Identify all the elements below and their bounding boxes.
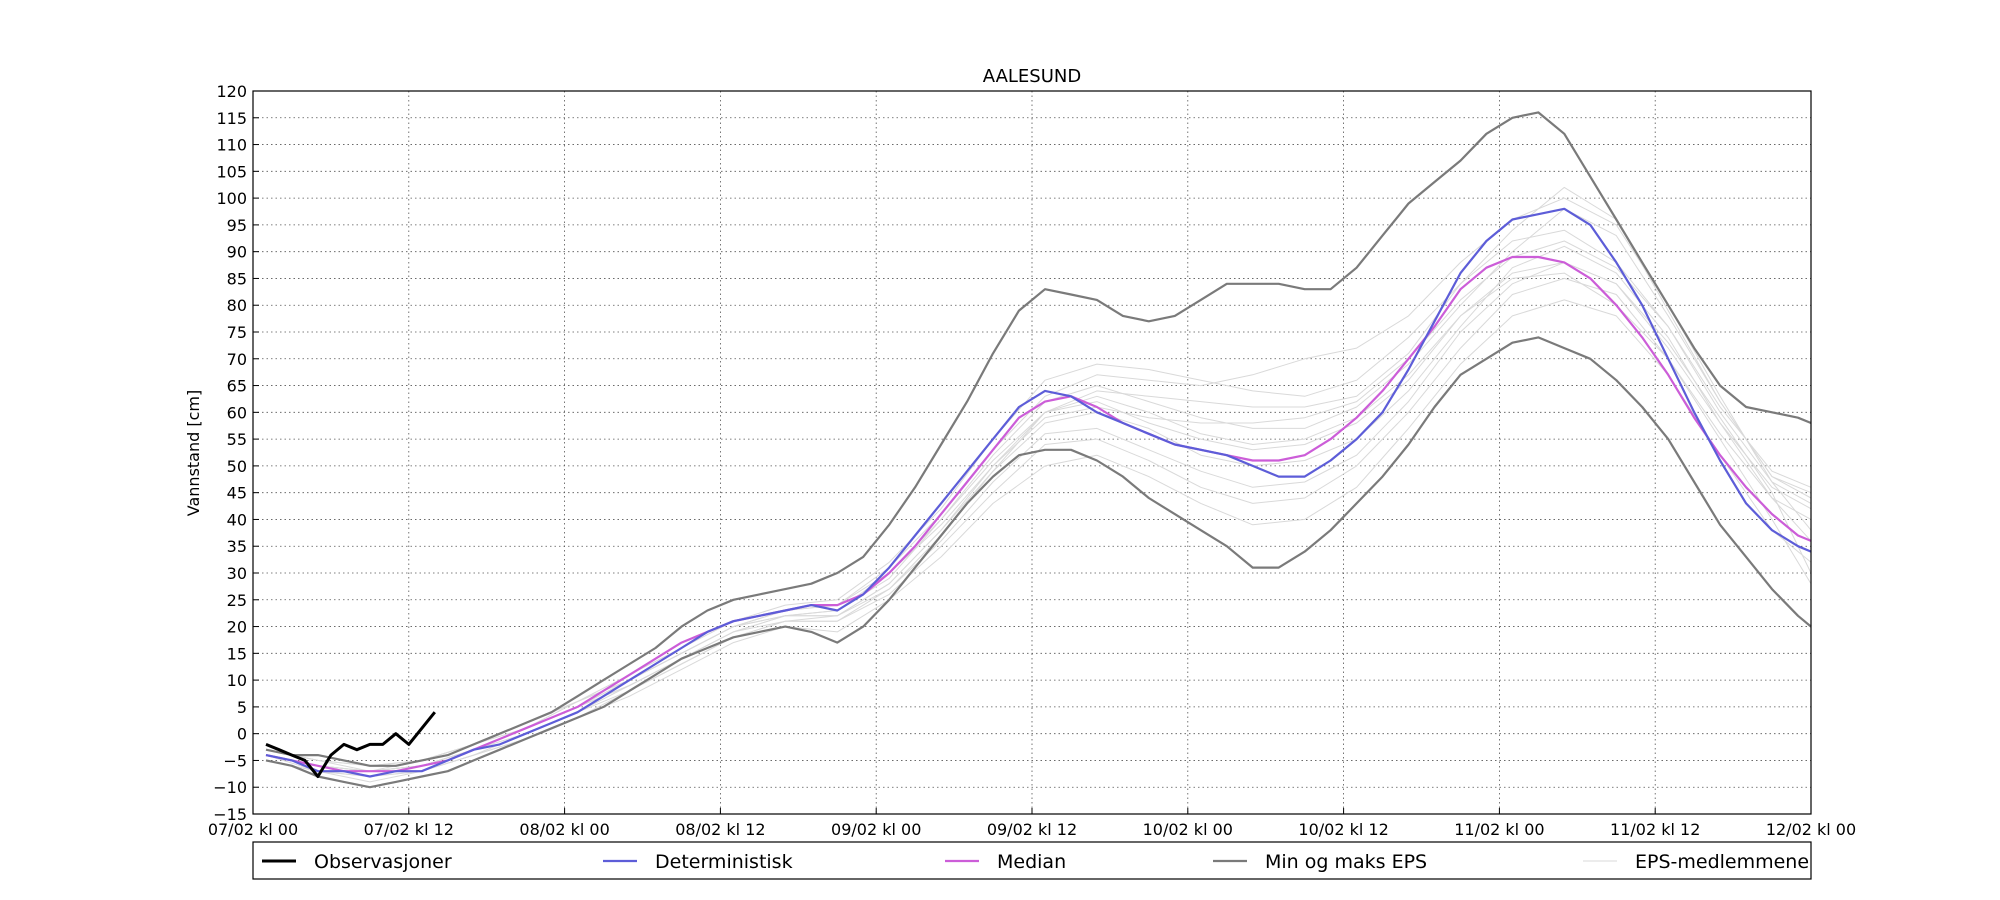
y-tick-label: 70 xyxy=(227,350,247,369)
legend-label: Observasjoner xyxy=(314,851,452,873)
y-tick-label: 60 xyxy=(227,403,247,422)
y-tick-label: −10 xyxy=(213,778,247,797)
y-tick-label: 95 xyxy=(227,216,247,235)
x-tick-label: 07/02 kl 00 xyxy=(208,820,298,839)
y-tick-label: 100 xyxy=(216,189,247,208)
y-tick-label: 115 xyxy=(216,109,247,128)
y-tick-label: 120 xyxy=(216,82,247,101)
y-tick-label: 90 xyxy=(227,243,247,262)
y-axis-label: Vannstand [cm] xyxy=(184,390,203,516)
series-line-median xyxy=(265,255,1812,773)
x-tick-label: 10/02 kl 00 xyxy=(1143,820,1233,839)
x-tick-label: 12/02 kl 00 xyxy=(1766,820,1856,839)
series-line-eps-medlemmene xyxy=(265,186,1812,772)
series-line-deterministisk xyxy=(265,207,1812,778)
y-tick-label: 25 xyxy=(227,591,247,610)
x-tick-label: 08/02 kl 12 xyxy=(675,820,765,839)
y-tick-label: 105 xyxy=(216,162,247,181)
y-tick-label: −15 xyxy=(213,805,247,824)
y-tick-label: 45 xyxy=(227,484,247,503)
legend: Observasjoner Deterministisk Median Min og … xyxy=(252,841,1812,880)
y-tick-label: 10 xyxy=(227,671,247,690)
legend-label: Deterministisk xyxy=(655,851,793,873)
x-tick-label: 07/02 kl 12 xyxy=(364,820,454,839)
y-tick-label: 15 xyxy=(227,644,247,663)
legend-label: Min og maks EPS xyxy=(1265,851,1427,873)
y-tick-label: 75 xyxy=(227,323,247,342)
y-tick-label: 80 xyxy=(227,296,247,315)
y-tick-label: 0 xyxy=(237,725,247,744)
legend-label: EPS-medlemmene xyxy=(1635,851,1809,873)
y-tick-label: 65 xyxy=(227,377,247,396)
series-line-eps-medlemmene xyxy=(265,245,1812,777)
series-line-eps-medlemmene xyxy=(265,240,1812,772)
y-tick-label: 5 xyxy=(237,698,247,717)
y-tick-label: 110 xyxy=(216,136,247,155)
y-tick-label: 20 xyxy=(227,618,247,637)
series-line-observasjoner xyxy=(265,711,436,778)
series-line-min-og-maks-eps xyxy=(265,336,1812,789)
series-line-eps-medlemmene xyxy=(265,272,1812,772)
series-layer xyxy=(265,111,1812,789)
legend-label: Median xyxy=(997,851,1066,873)
series-line-eps-medlemmene xyxy=(265,229,1812,767)
x-tick-label: 08/02 kl 00 xyxy=(519,820,609,839)
series-line-min-og-maks-eps xyxy=(265,111,1812,767)
x-tick-label: 09/02 kl 00 xyxy=(831,820,921,839)
y-tick-label: 35 xyxy=(227,537,247,556)
x-tick-label: 11/02 kl 12 xyxy=(1610,820,1700,839)
y-axis-ticks: −15 −10 −5 0 5 10 15 20 25 30 35 40 45 50 55 60 65 70 75 80… xyxy=(213,82,259,824)
x-tick-label: 11/02 kl 00 xyxy=(1454,820,1544,839)
legend-frame xyxy=(252,841,1812,880)
x-tick-label: 09/02 kl 12 xyxy=(987,820,1077,839)
y-tick-label: 40 xyxy=(227,510,247,529)
x-axis-ticks: 07/02 kl 00 07/02 kl 12 08/02 kl 00 08/02 k… xyxy=(208,808,1856,839)
series-line-eps-medlemmene xyxy=(265,261,1812,772)
series-line-eps-medlemmene xyxy=(265,261,1812,777)
y-tick-label: 55 xyxy=(227,430,247,449)
y-tick-label: 50 xyxy=(227,457,247,476)
y-tick-label: −5 xyxy=(223,751,247,770)
x-tick-label: 10/02 kl 12 xyxy=(1298,820,1388,839)
y-tick-label: 30 xyxy=(227,564,247,583)
y-tick-label: 85 xyxy=(227,269,247,288)
series-line-eps-medlemmene xyxy=(265,299,1812,783)
chart-title: AALESUND xyxy=(983,66,1081,87)
